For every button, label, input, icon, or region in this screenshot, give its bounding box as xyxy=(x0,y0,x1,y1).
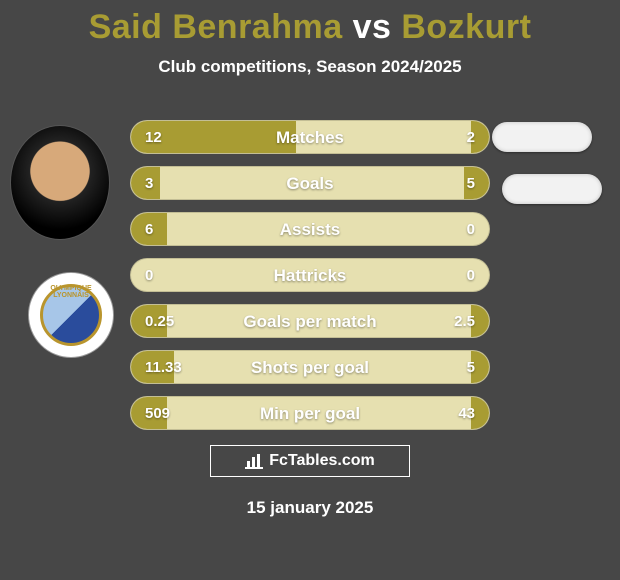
stat-label: Shots per goal xyxy=(131,351,489,384)
stat-label: Goals xyxy=(131,167,489,200)
club-badge-inner: OLYMPIQUE LYONNAIS xyxy=(40,284,102,346)
player1-avatar xyxy=(10,125,110,240)
player2-name: Bozkurt xyxy=(401,8,531,46)
chart-icon xyxy=(245,453,263,469)
subtitle: Club competitions, Season 2024/2025 xyxy=(0,57,620,77)
stat-label: Hattricks xyxy=(131,259,489,292)
stat-row: 00Hattricks xyxy=(130,258,490,292)
date-text: 15 january 2025 xyxy=(0,498,620,518)
player2-club-placeholder xyxy=(502,174,602,204)
stat-label: Min per goal xyxy=(131,397,489,430)
stat-label: Assists xyxy=(131,213,489,246)
stat-row: 50943Min per goal xyxy=(130,396,490,430)
stat-row: 122Matches xyxy=(130,120,490,154)
stat-row: 11.335Shots per goal xyxy=(130,350,490,384)
comparison-chart: 122Matches 35Goals 60Assists 00Hattricks 0.2… xyxy=(130,120,490,442)
page-title: Said Benrahma vs Bozkurt xyxy=(0,0,620,47)
stat-row: 0.252.5Goals per match xyxy=(130,304,490,338)
title-vs: vs xyxy=(343,8,402,46)
stat-label: Goals per match xyxy=(131,305,489,338)
brand-link[interactable]: FcTables.com xyxy=(210,445,410,477)
player1-name: Said Benrahma xyxy=(89,8,343,46)
club-badge-text: OLYMPIQUE LYONNAIS xyxy=(41,285,101,299)
player2-avatar-placeholder xyxy=(492,122,592,152)
player1-club-badge: OLYMPIQUE LYONNAIS xyxy=(28,272,114,358)
stat-label: Matches xyxy=(131,121,489,154)
stat-row: 60Assists xyxy=(130,212,490,246)
brand-text: FcTables.com xyxy=(269,452,375,470)
stat-row: 35Goals xyxy=(130,166,490,200)
